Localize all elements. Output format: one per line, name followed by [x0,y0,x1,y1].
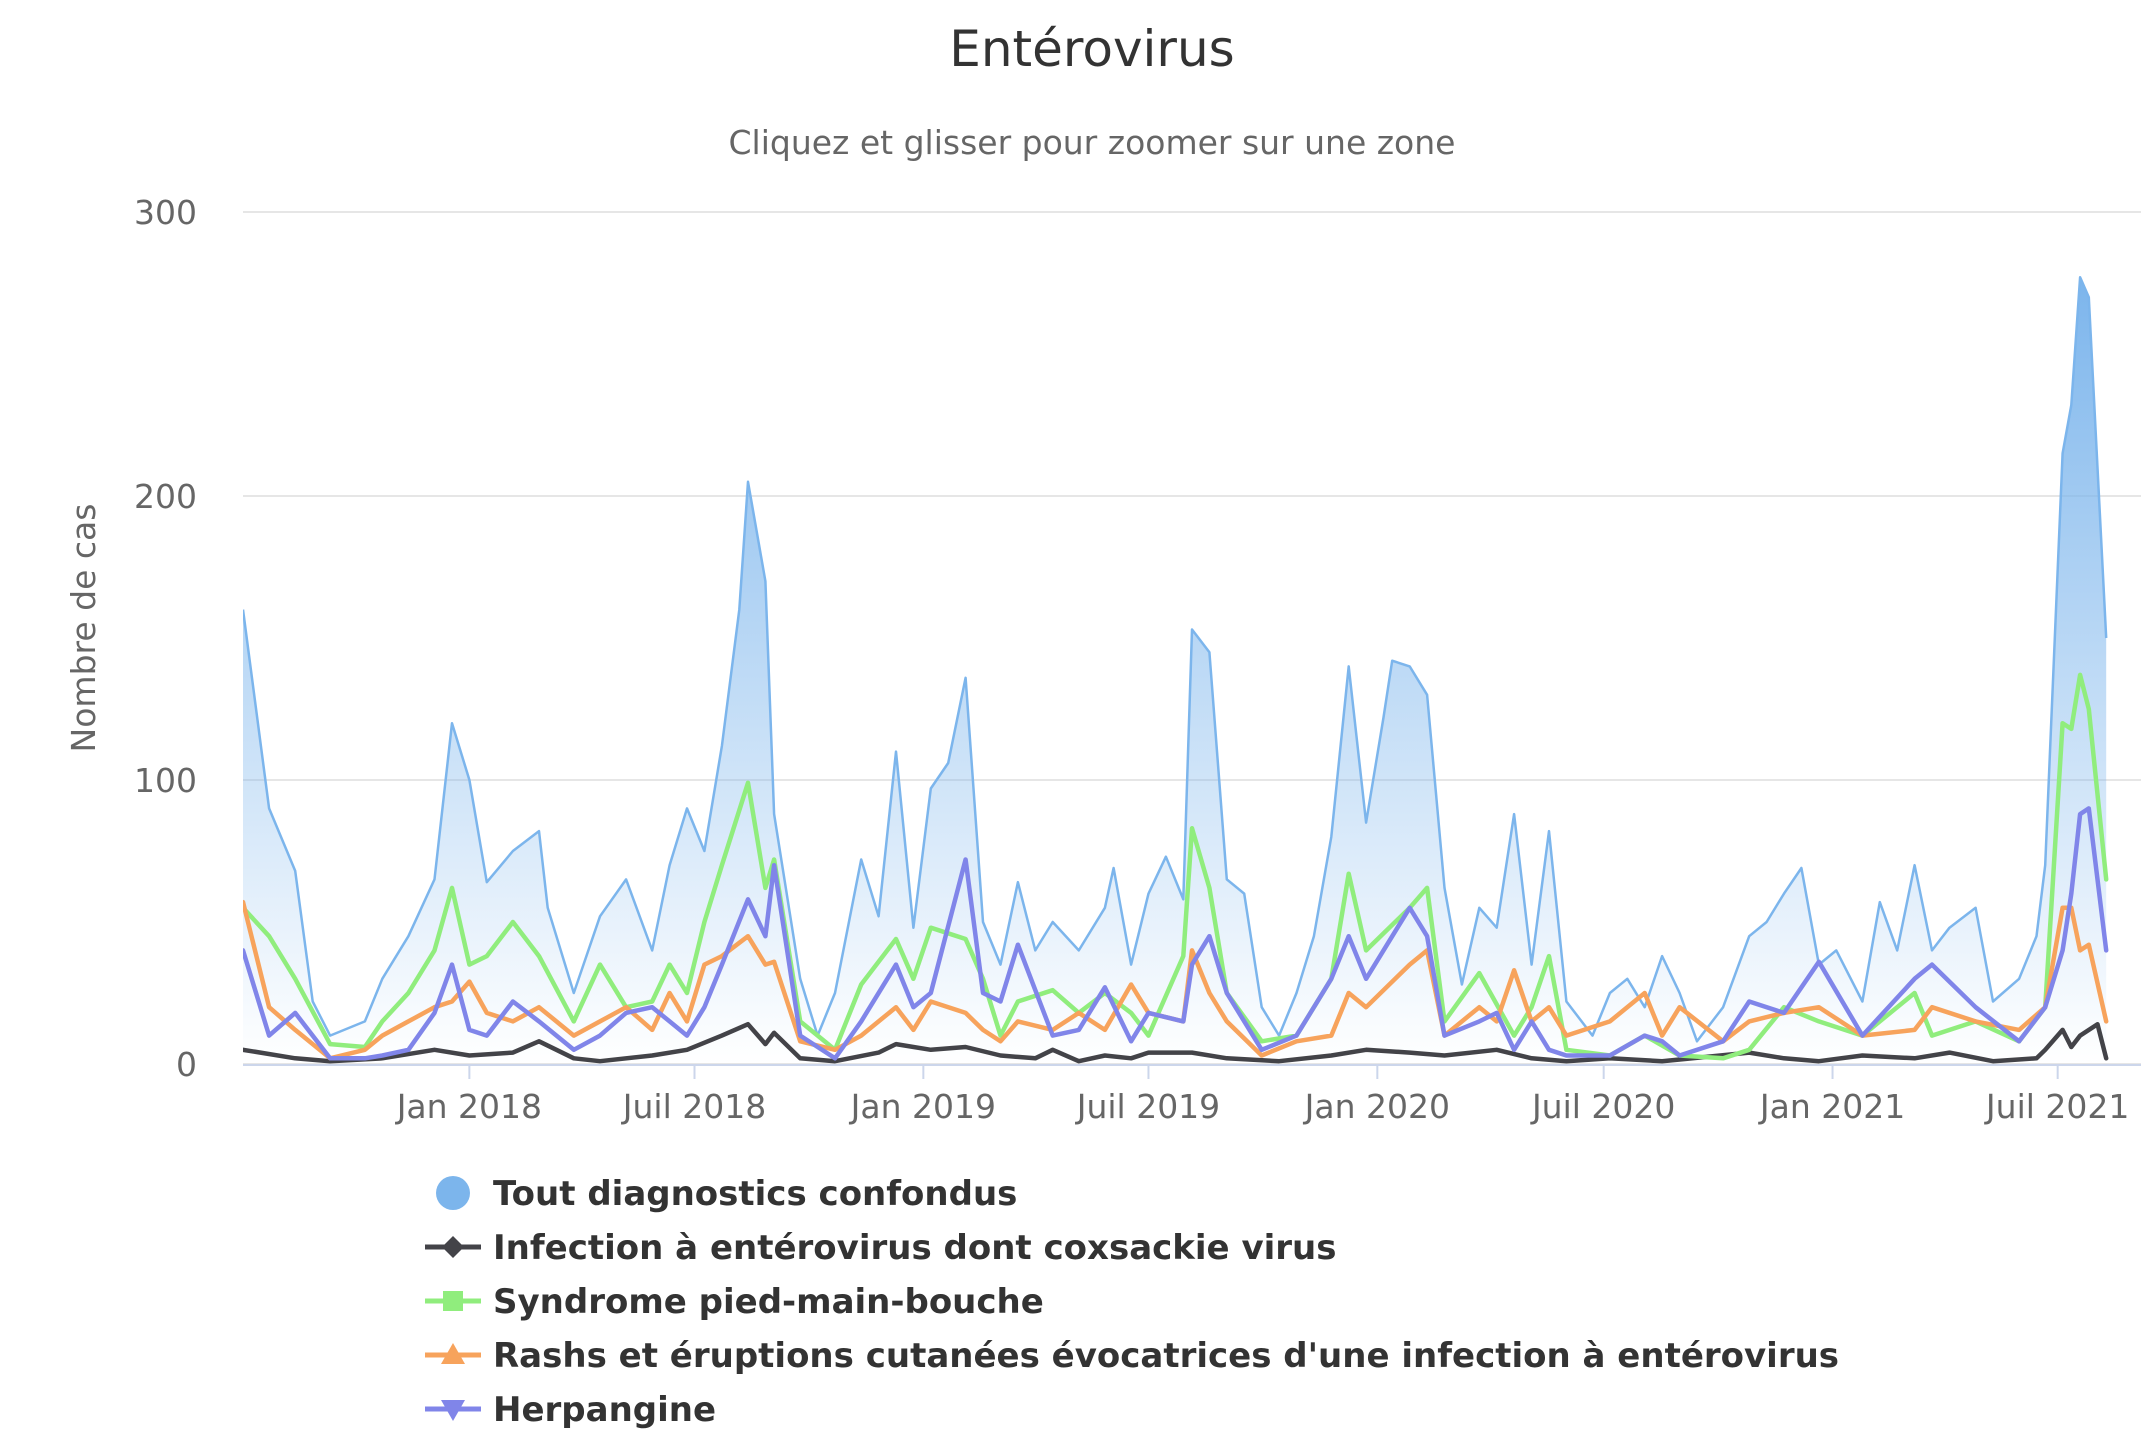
legend-item[interactable]: Syndrome pied-main-bouche [425,1282,1044,1322]
x-tick-label: Jan 2018 [395,1087,542,1126]
y-tick-label: 0 [176,1045,197,1084]
legend-item[interactable]: Infection à entérovirus dont coxsackie v… [425,1228,1336,1268]
x-tick-label: Jan 2019 [849,1087,996,1126]
y-tick-label: 100 [134,761,197,800]
legend-marker [442,1236,464,1258]
legend-marker [441,1400,465,1421]
series-line-3[interactable] [243,899,2109,1061]
x-tick-label: Juil 2019 [1075,1087,1220,1126]
plot-area[interactable] [243,276,2109,1064]
x-tick-label: Juil 2018 [621,1087,766,1126]
x-tick-label: Juil 2020 [1530,1087,1675,1126]
legend-label: Herpangine [493,1390,716,1430]
y-axis-ticks: 0 100 200 300 [134,193,197,1084]
chart-title: Entérovirus [949,20,1234,78]
series-line-1[interactable] [243,1021,2109,1064]
x-tick-label: Jan 2020 [1303,1087,1450,1126]
x-axis: Jan 2018 Juil 2018 Jan 2019 Juil 2019 Jan 20… [243,1064,2141,1126]
x-tick-label: Jan 2021 [1758,1087,1905,1126]
y-axis-title: Nombre de cas [64,504,103,753]
legend[interactable]: Tout diagnostics confondus Infection à en… [425,1174,1839,1430]
legend-item[interactable]: Rashs et éruptions cutanées évocatrices … [425,1336,1839,1376]
legend-marker [441,1343,465,1364]
legend-item[interactable]: Tout diagnostics confondus [436,1174,1017,1214]
y-tick-label: 300 [134,193,197,232]
legend-label: Tout diagnostics confondus [493,1174,1017,1214]
chart-subtitle: Cliquez et glisser pour zoomer sur une z… [729,123,1456,162]
legend-item[interactable]: Herpangine [425,1390,716,1430]
series-line-0[interactable] [243,276,2108,1043]
legend-marker [443,1291,463,1311]
legend-label: Syndrome pied-main-bouche [493,1282,1044,1322]
legend-label: Rashs et éruptions cutanées évocatrices … [493,1336,1839,1376]
y-tick-label: 200 [134,477,197,516]
legend-label: Infection à entérovirus dont coxsackie v… [493,1228,1336,1268]
x-tick-label: Juil 2021 [1984,1087,2129,1126]
series-line-4[interactable] [243,806,2109,1061]
series-area-fill [243,277,2107,1064]
legend-symbol [436,1176,470,1210]
